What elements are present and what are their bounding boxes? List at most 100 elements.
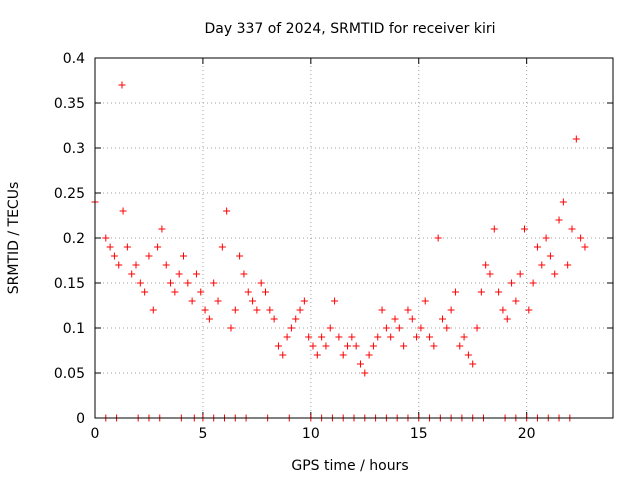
data-point xyxy=(356,360,364,368)
data-point xyxy=(322,342,330,350)
data-point xyxy=(413,333,421,341)
data-point xyxy=(102,234,110,242)
data-point xyxy=(438,315,446,323)
data-point xyxy=(171,288,179,296)
data-point xyxy=(533,243,541,251)
data-point xyxy=(188,297,196,305)
data-point xyxy=(374,333,382,341)
data-point xyxy=(400,342,408,350)
data-point xyxy=(499,306,507,314)
data-point xyxy=(382,324,390,332)
y-axis-label: SRMTID / TECUs xyxy=(6,182,22,295)
y-tick-label: 0.1 xyxy=(63,321,85,337)
data-point xyxy=(253,306,261,314)
y-tick-label: 0.4 xyxy=(63,51,85,67)
y-tick-label: 0.2 xyxy=(63,231,85,247)
data-point xyxy=(292,315,300,323)
data-point xyxy=(516,270,524,278)
data-point xyxy=(162,261,170,269)
data-point xyxy=(451,288,459,296)
data-point xyxy=(469,360,477,368)
data-point xyxy=(240,270,248,278)
data-point xyxy=(486,270,494,278)
data-point xyxy=(158,225,166,233)
data-point xyxy=(572,135,580,143)
data-point xyxy=(369,342,377,350)
data-point xyxy=(262,288,270,296)
data-point xyxy=(110,252,118,260)
data-point xyxy=(477,288,485,296)
data-point xyxy=(184,279,192,287)
data-point xyxy=(326,324,334,332)
data-point xyxy=(192,270,200,278)
data-point xyxy=(305,333,313,341)
data-point xyxy=(430,342,438,350)
data-point xyxy=(352,342,360,350)
data-point xyxy=(128,270,136,278)
data-point xyxy=(335,333,343,341)
data-point xyxy=(123,243,131,251)
x-tick-label: 20 xyxy=(518,426,536,442)
data-point xyxy=(555,216,563,224)
x-tick-label: 15 xyxy=(410,426,428,442)
data-point xyxy=(529,279,537,287)
data-point xyxy=(296,306,304,314)
y-tick-label: 0.35 xyxy=(54,96,85,112)
y-tick-label: 0 xyxy=(76,411,85,427)
data-point xyxy=(447,306,455,314)
data-point xyxy=(464,351,472,359)
data-point xyxy=(279,351,287,359)
plot-frame xyxy=(94,57,614,419)
data-point xyxy=(564,261,572,269)
data-point xyxy=(244,288,252,296)
data-point xyxy=(490,225,498,233)
data-point xyxy=(266,306,274,314)
data-point xyxy=(344,342,352,350)
data-point xyxy=(378,306,386,314)
data-point xyxy=(508,279,516,287)
y-tick-label: 0.25 xyxy=(54,186,85,202)
data-point xyxy=(456,342,464,350)
data-point xyxy=(274,342,282,350)
data-point xyxy=(257,279,265,287)
data-point xyxy=(495,288,503,296)
data-point xyxy=(201,306,209,314)
grid-lines xyxy=(95,58,613,418)
data-point xyxy=(581,243,589,251)
data-point xyxy=(145,252,153,260)
data-point xyxy=(538,261,546,269)
data-point xyxy=(542,234,550,242)
data-point xyxy=(426,333,434,341)
data-point xyxy=(167,279,175,287)
data-point xyxy=(525,306,533,314)
data-point xyxy=(236,252,244,260)
data-point xyxy=(313,351,321,359)
y-tick-label: 0.3 xyxy=(63,141,85,157)
x-axis-label: GPS time / hours xyxy=(291,458,408,474)
data-point xyxy=(404,306,412,314)
x-tick-label: 5 xyxy=(198,426,207,442)
data-point xyxy=(136,279,144,287)
data-point xyxy=(227,324,235,332)
data-point xyxy=(421,297,429,305)
data-point xyxy=(106,243,114,251)
data-point xyxy=(546,252,554,260)
data-point xyxy=(395,324,403,332)
data-point xyxy=(218,243,226,251)
data-point xyxy=(205,315,213,323)
data-point xyxy=(460,333,468,341)
data-point xyxy=(214,297,222,305)
axis-ticks: 0 5 10 15 20 0 0.05 0.1 0.15 0.2 0.25 0.3 0.35 0.4 xyxy=(54,51,613,442)
data-point xyxy=(521,225,529,233)
data-point xyxy=(223,207,231,215)
data-point xyxy=(154,243,162,251)
data-point xyxy=(408,315,416,323)
data-point xyxy=(348,333,356,341)
data-point xyxy=(482,261,490,269)
x-tick-label: 0 xyxy=(91,426,100,442)
data-point xyxy=(391,315,399,323)
data-point xyxy=(210,279,218,287)
data-point xyxy=(568,225,576,233)
